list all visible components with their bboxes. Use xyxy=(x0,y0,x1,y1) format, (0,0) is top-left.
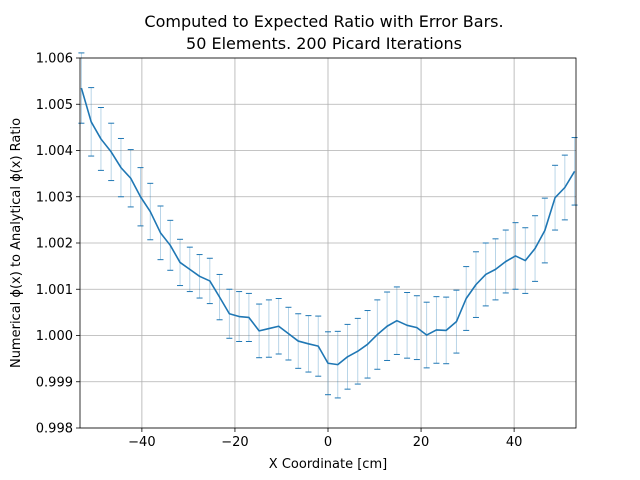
y-tick-label: 0.998 xyxy=(36,422,73,437)
y-tick-label: 1.006 xyxy=(36,52,73,67)
x-tick-label: −20 xyxy=(221,435,248,450)
y-tick-label: 1.004 xyxy=(36,144,73,159)
y-tick-label: 1.000 xyxy=(36,329,73,344)
y-axis-label: Numerical ϕ(x) to Analytical ϕ(x) Ratio xyxy=(9,118,24,368)
ratio-line xyxy=(80,87,576,366)
x-axis-label: X Coordinate [cm] xyxy=(269,457,387,472)
y-tick-label: 1.002 xyxy=(36,237,73,252)
y-tick-label: 1.003 xyxy=(36,190,73,205)
chart-title-line2: 50 Elements. 200 Picard Iterations xyxy=(186,34,462,53)
chart-title-line1: Computed to Expected Ratio with Error Ba… xyxy=(144,12,503,31)
series-layer xyxy=(80,87,576,366)
x-axis: −40 −20 0 20 40 xyxy=(128,428,522,450)
y-axis: 0.998 0.999 1.000 1.001 1.002 1.003 1.004 1.005… xyxy=(36,52,80,437)
x-tick-label: 0 xyxy=(324,435,332,450)
x-tick-label: 40 xyxy=(506,435,523,450)
y-tick-label: 0.999 xyxy=(36,375,73,390)
y-tick-label: 1.001 xyxy=(36,283,73,298)
x-tick-label: −40 xyxy=(128,435,155,450)
x-tick-label: 20 xyxy=(413,435,430,450)
y-tick-label: 1.005 xyxy=(36,98,73,113)
